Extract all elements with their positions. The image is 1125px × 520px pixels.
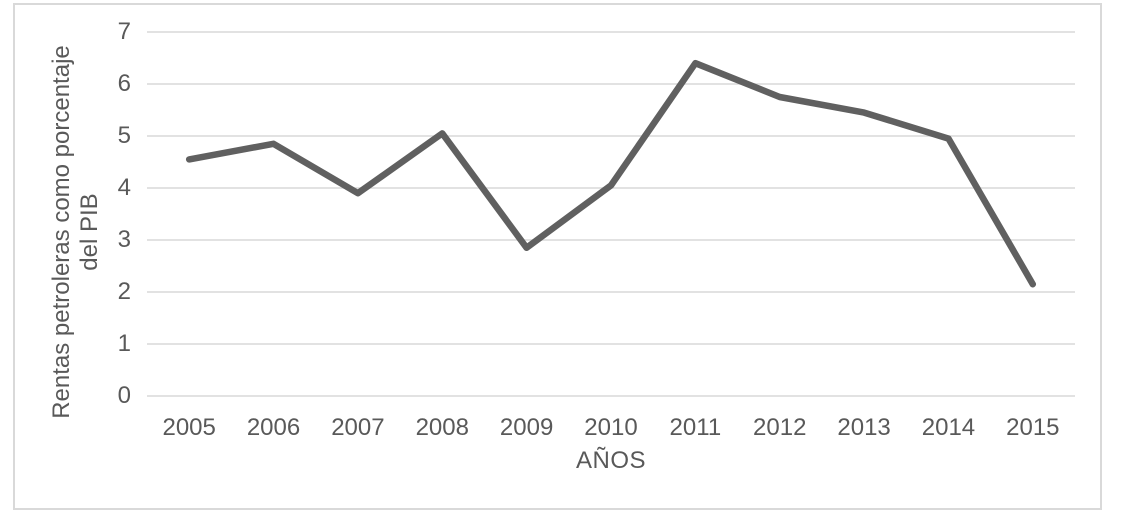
x-tick-label: 2010 <box>584 414 638 441</box>
y-tick-label: 4 <box>117 174 131 201</box>
x-tick-label: 2005 <box>162 414 216 441</box>
x-tick-label: 2009 <box>499 414 554 441</box>
data-line-series <box>185 59 1037 288</box>
y-tick-label: 5 <box>117 122 131 149</box>
x-tick-label: 2006 <box>246 414 301 441</box>
x-tick-label: 2013 <box>837 414 891 441</box>
y-tick-label: 7 <box>117 18 131 45</box>
x-tick-label: 2008 <box>415 414 469 441</box>
y-tick-label: 2 <box>117 278 131 305</box>
gridlines <box>147 31 1075 397</box>
y-tick-label: 6 <box>117 70 131 97</box>
chart-frame <box>13 3 1102 510</box>
y-tick-label: 0 <box>117 382 131 409</box>
x-tick-label: 2007 <box>331 414 385 441</box>
x-tick-label: 2012 <box>753 414 807 441</box>
x-axis-title: AÑOS <box>575 447 647 474</box>
y-tick-label: 1 <box>117 330 131 357</box>
plot-area <box>147 31 1075 397</box>
y-tick-label: 3 <box>117 226 131 253</box>
x-tick-label: 2015 <box>1006 414 1060 441</box>
x-tick-label: 2011 <box>669 414 722 441</box>
x-tick-label: 2014 <box>921 414 976 441</box>
